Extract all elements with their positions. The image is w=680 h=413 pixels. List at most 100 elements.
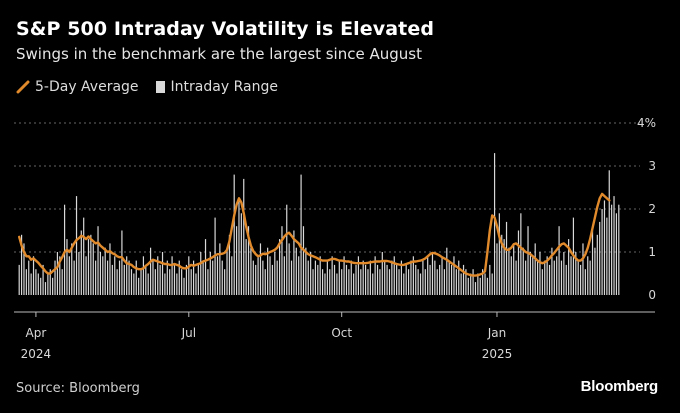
bar [412,256,414,295]
bar [23,243,25,295]
bar [87,239,90,295]
bar [618,204,620,295]
bar [391,260,393,295]
bar [350,260,352,295]
bar [611,204,613,295]
bar [534,243,536,295]
bar [536,260,539,295]
bar [517,230,520,295]
bar [243,178,245,295]
bar [207,269,209,295]
bar [44,282,47,295]
bar [157,256,159,295]
bar [197,264,199,295]
bar [548,264,551,295]
bar [603,200,606,295]
bar [491,273,493,295]
x-tick-label: Oct [331,326,352,340]
legend-item-line: 5-Day Average [16,79,139,95]
bar [529,252,532,295]
bar [439,264,441,295]
y-tick-label: 1 [648,245,656,259]
bar [312,269,314,295]
bar [32,256,35,295]
bar [525,260,527,295]
bar [336,273,338,295]
y-tick-label: 3 [648,159,656,173]
bar [300,174,302,295]
bar [200,252,202,295]
bar [384,260,386,295]
bar [369,260,371,295]
chart-subtitle: Swings in the benchmark are the largest … [16,45,422,63]
bar [262,260,264,295]
bar [231,256,233,295]
bar [133,273,135,295]
bar [329,269,331,295]
bar [503,239,505,295]
bar [59,256,61,295]
bar [305,247,307,295]
bar [25,269,27,295]
x-tick-year-label: 2025 [482,347,513,361]
bar [575,252,577,295]
bar [553,260,555,295]
bar [455,269,457,295]
bar [224,269,226,295]
bar [257,256,259,295]
bar [505,221,508,295]
bar [324,273,326,295]
bar [147,273,149,295]
bar [235,226,238,295]
bar [333,264,336,295]
bar [102,256,104,295]
bar [142,256,145,295]
bar [606,217,608,295]
bar [527,226,529,295]
bar [546,256,548,295]
bar [510,256,512,295]
bar [489,264,491,295]
bar [427,256,429,295]
legend: 5-Day Average Intraday Range [16,79,294,95]
bar [541,269,543,295]
bar [166,260,168,295]
legend-bar-swatch-icon [155,81,165,93]
bar [75,196,78,295]
bar [78,252,80,295]
bar [326,260,328,295]
bar [577,260,579,295]
x-tick-label: Apr [26,326,47,340]
bar [331,256,333,295]
bar [255,264,257,295]
bar [212,260,214,295]
bar [544,260,546,295]
bar [233,174,235,295]
bar [522,247,524,295]
bar [462,264,465,295]
bar [126,256,128,295]
bar [615,213,618,295]
bar [35,269,37,295]
bar [130,269,133,295]
bar [71,243,73,295]
bar [274,252,276,295]
bar [608,170,610,295]
bar [40,277,42,295]
bar [381,252,383,295]
bar [161,252,164,295]
bar [403,273,405,295]
bar [204,239,207,295]
bar [85,256,87,295]
bar [396,264,398,295]
bar [195,273,197,295]
bar [140,269,142,295]
bar [345,264,348,295]
bar [374,256,376,295]
bar [317,264,319,295]
bar [164,273,166,295]
bar [501,234,503,295]
source-note: Source: Bloomberg [16,381,140,396]
bar [259,243,262,295]
bar [591,230,594,295]
